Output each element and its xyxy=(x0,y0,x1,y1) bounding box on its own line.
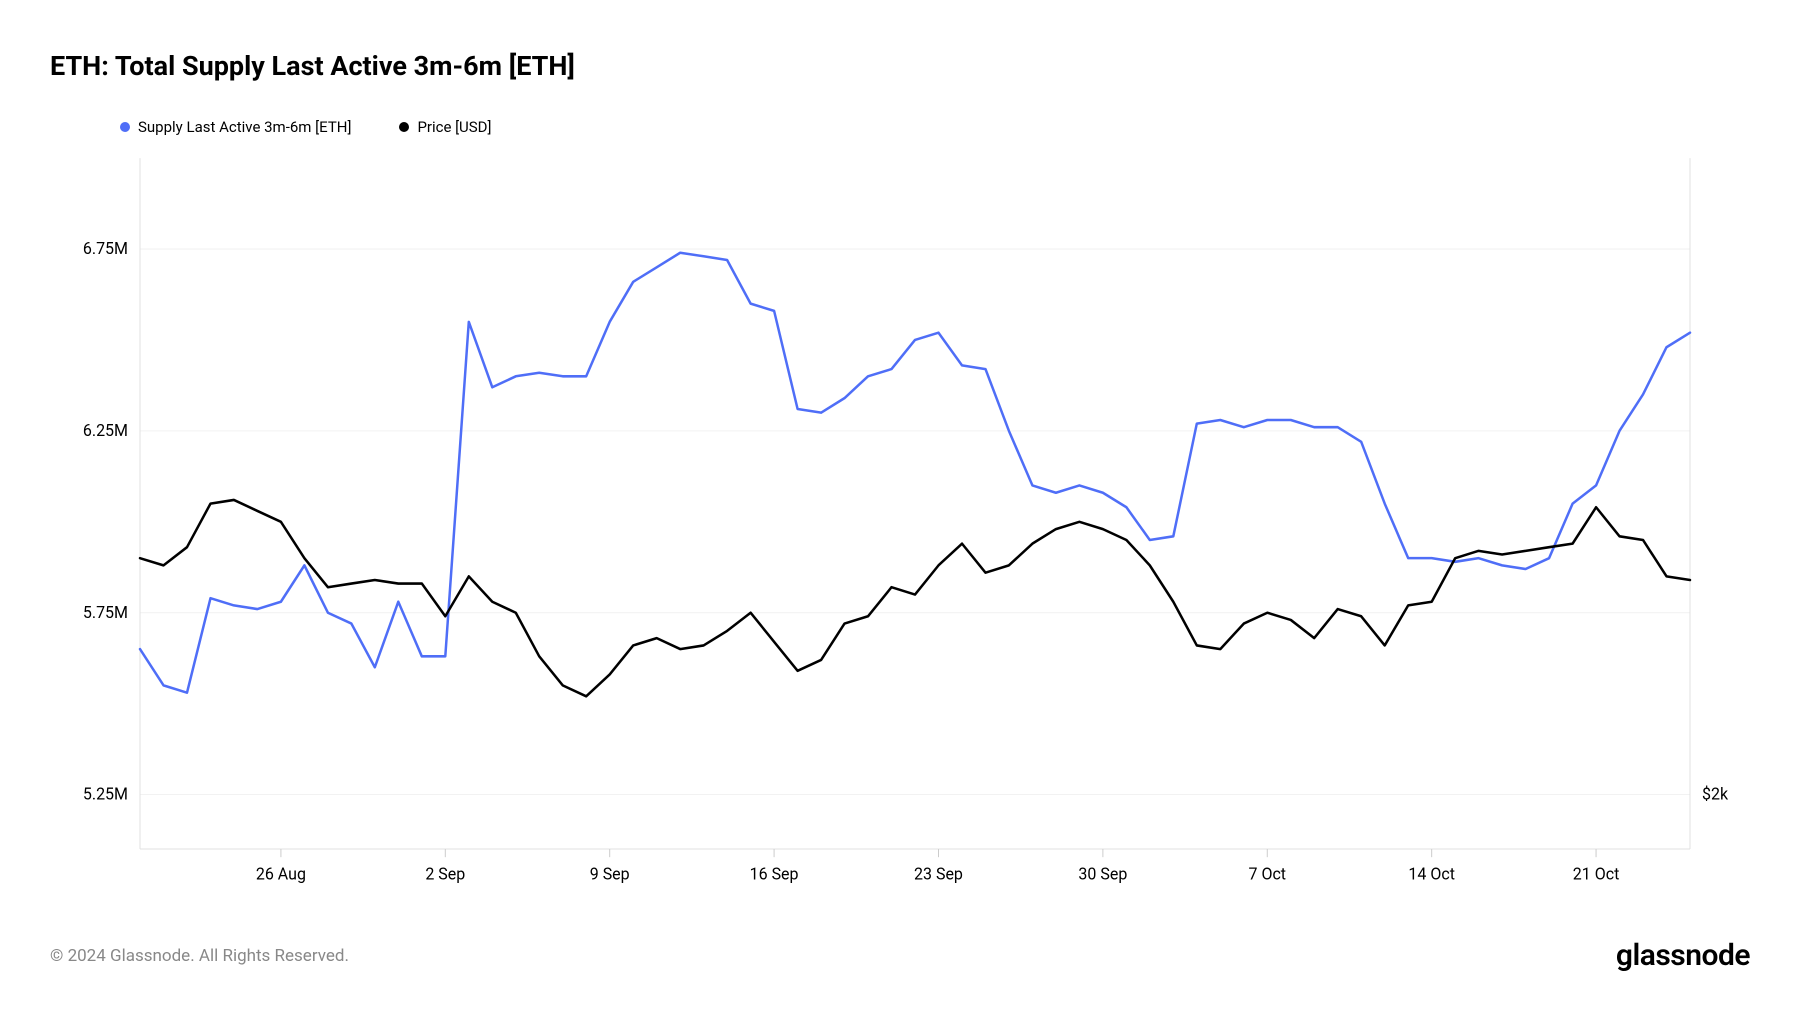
x-axis-tick-label: 9 Sep xyxy=(590,864,630,883)
y-axis-tick-label: 5.75M xyxy=(83,603,128,622)
legend-dot-supply xyxy=(120,122,130,132)
legend-dot-price xyxy=(399,122,409,132)
legend: Supply Last Active 3m-6m [ETH] Price [US… xyxy=(120,118,1750,136)
copyright-text: © 2024 Glassnode. All Rights Reserved. xyxy=(50,946,349,966)
y-axis-tick-label: 6.25M xyxy=(83,421,128,440)
x-axis-tick-label: 14 Oct xyxy=(1408,864,1455,883)
legend-item-price[interactable]: Price [USD] xyxy=(399,118,491,136)
legend-label-supply: Supply Last Active 3m-6m [ETH] xyxy=(138,118,351,136)
x-axis-tick-label: 7 Oct xyxy=(1249,864,1287,883)
y-axis-tick-label: 6.75M xyxy=(83,239,128,258)
chart-svg: 5.25M 5.75M 6.25M 6.75M $2k 26 Aug 2 Sep 9 Sep 1… xyxy=(50,148,1750,910)
x-axis-tick-label: 30 Sep xyxy=(1078,864,1127,883)
x-axis-tick-label: 26 Aug xyxy=(256,864,306,883)
x-axis-tick-label: 2 Sep xyxy=(425,864,465,883)
x-axis-tick-label: 16 Sep xyxy=(750,864,799,883)
legend-item-supply[interactable]: Supply Last Active 3m-6m [ETH] xyxy=(120,118,351,136)
series-supply xyxy=(140,253,1690,693)
x-axis-tick-label: 23 Sep xyxy=(914,864,963,883)
y2-axis-tick-label: $2k xyxy=(1702,784,1729,803)
series-price xyxy=(140,500,1690,696)
legend-label-price: Price [USD] xyxy=(417,118,491,136)
y-axis-tick-label: 5.25M xyxy=(83,784,128,803)
chart-title: ETH: Total Supply Last Active 3m-6m [ETH… xyxy=(50,50,1750,82)
chart-plot-area: 5.25M 5.75M 6.25M 6.75M $2k 26 Aug 2 Sep 9 Sep 1… xyxy=(50,148,1750,910)
brand-logo: glassnode xyxy=(1616,938,1750,973)
chart-container: ETH: Total Supply Last Active 3m-6m [ETH… xyxy=(0,0,1800,1013)
footer: © 2024 Glassnode. All Rights Reserved. g… xyxy=(50,938,1750,973)
x-axis-tick-label: 21 Oct xyxy=(1573,864,1620,883)
